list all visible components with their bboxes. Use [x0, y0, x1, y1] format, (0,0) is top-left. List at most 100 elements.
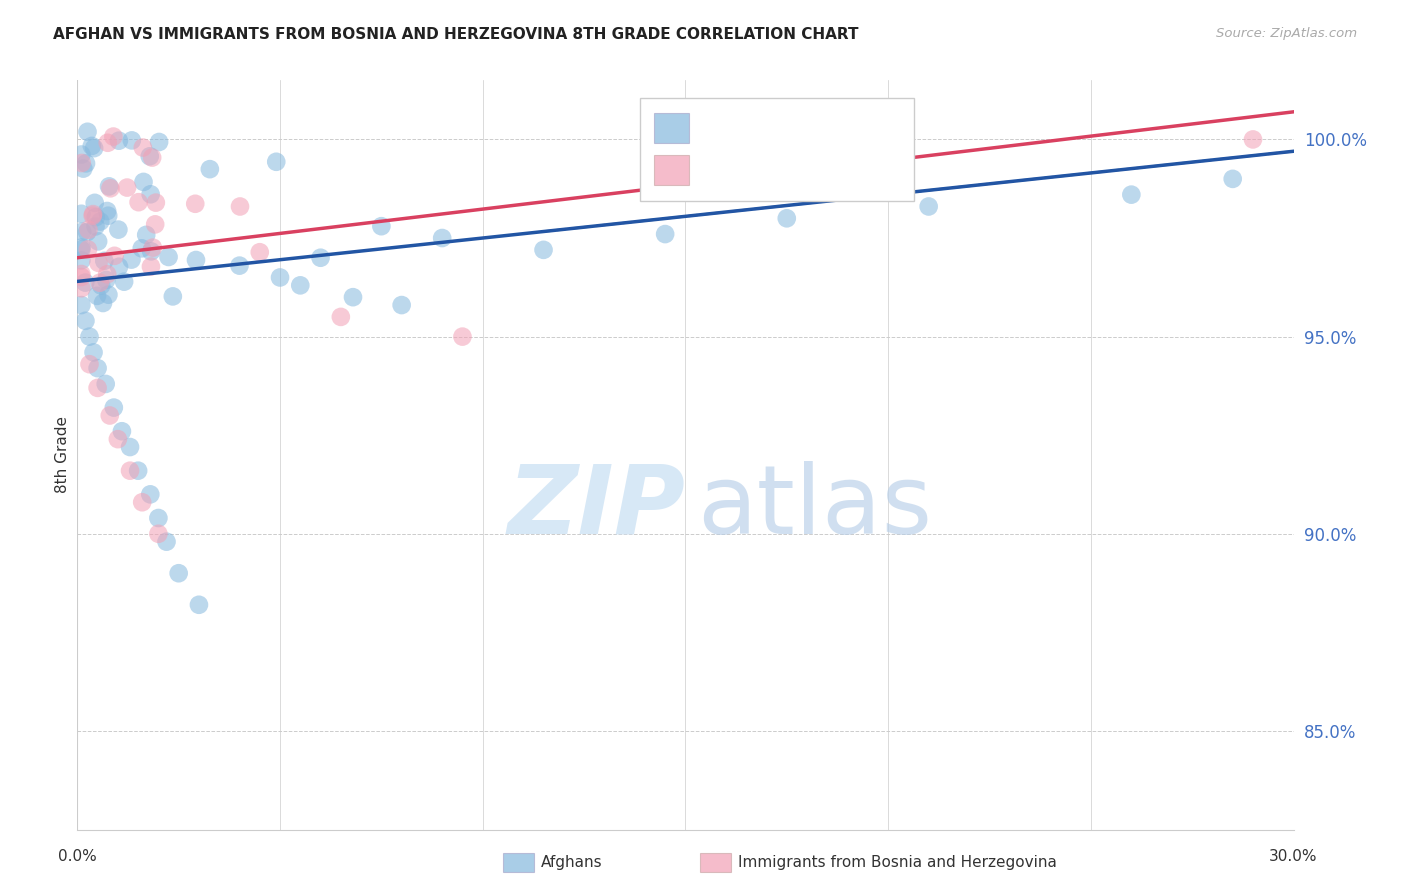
Point — [83, 141, 105, 155]
Point — [103, 401, 125, 415]
Point — [77, 223, 100, 237]
Text: R = 0.358   N = 39: R = 0.358 N = 39 — [696, 161, 853, 178]
Point — [139, 487, 162, 501]
Point — [139, 187, 162, 202]
Point — [87, 256, 110, 270]
Point — [228, 259, 250, 273]
Point — [93, 253, 115, 268]
Point — [72, 161, 94, 176]
Point — [309, 251, 332, 265]
Point — [342, 290, 364, 304]
Point — [139, 260, 162, 274]
Point — [91, 296, 114, 310]
Point — [162, 289, 184, 303]
Point — [329, 310, 352, 324]
Point — [141, 151, 163, 165]
Point — [70, 253, 93, 268]
Point — [94, 376, 117, 391]
Point — [96, 273, 118, 287]
Text: Immigrants from Bosnia and Herzegovina: Immigrants from Bosnia and Herzegovina — [738, 855, 1057, 870]
Point — [132, 175, 155, 189]
Point — [1222, 172, 1244, 186]
Point — [269, 270, 291, 285]
Point — [430, 231, 453, 245]
Text: ZIP: ZIP — [508, 461, 686, 554]
Point — [70, 156, 93, 170]
Point — [76, 125, 98, 139]
Point — [70, 267, 93, 281]
Point — [100, 181, 122, 195]
Point — [75, 156, 97, 170]
Point — [70, 243, 93, 257]
Point — [533, 243, 555, 257]
Point — [451, 329, 474, 343]
Point — [97, 136, 120, 150]
Point — [76, 225, 98, 239]
Point — [118, 440, 141, 454]
Point — [118, 464, 141, 478]
Point — [131, 495, 153, 509]
Point — [142, 241, 165, 255]
Point — [148, 511, 170, 525]
Point — [75, 314, 97, 328]
Point — [370, 219, 392, 234]
Point — [77, 243, 100, 257]
Point — [82, 207, 104, 221]
Point — [145, 195, 167, 210]
Point — [184, 196, 207, 211]
Point — [1241, 132, 1264, 146]
Text: R =  0.176   N = 74: R = 0.176 N = 74 — [696, 119, 858, 136]
Point — [86, 361, 108, 376]
Point — [108, 260, 131, 274]
Text: AFGHAN VS IMMIGRANTS FROM BOSNIA AND HERZEGOVINA 8TH GRADE CORRELATION CHART: AFGHAN VS IMMIGRANTS FROM BOSNIA AND HER… — [53, 27, 859, 42]
Point — [115, 180, 138, 194]
Text: Afghans: Afghans — [541, 855, 603, 870]
Point — [86, 289, 108, 303]
Point — [70, 270, 93, 285]
Point — [290, 278, 312, 293]
Point — [148, 135, 170, 149]
Point — [84, 219, 107, 234]
Y-axis label: 8th Grade: 8th Grade — [55, 417, 70, 493]
Point — [128, 195, 150, 210]
Text: 30.0%: 30.0% — [1270, 849, 1317, 864]
Point — [135, 227, 157, 242]
Point — [90, 278, 112, 293]
Point — [108, 134, 131, 148]
Point — [198, 162, 221, 177]
Point — [98, 179, 121, 194]
Point — [249, 245, 271, 260]
Point — [70, 207, 93, 221]
Point — [121, 252, 143, 267]
Point — [70, 281, 93, 295]
Point — [132, 140, 155, 154]
Point — [70, 147, 93, 161]
Point — [103, 129, 125, 144]
Point — [89, 276, 111, 290]
Point — [79, 357, 101, 371]
Text: Source: ZipAtlas.com: Source: ZipAtlas.com — [1216, 27, 1357, 40]
Point — [97, 209, 120, 223]
Point — [918, 199, 941, 213]
Point — [96, 267, 118, 281]
Point — [98, 409, 121, 423]
Point — [121, 133, 143, 147]
Point — [391, 298, 413, 312]
Point — [148, 526, 170, 541]
Point — [87, 235, 110, 249]
Point — [83, 195, 105, 210]
Point — [80, 139, 103, 153]
Point — [654, 227, 676, 241]
Point — [131, 241, 153, 255]
Point — [188, 598, 211, 612]
Point — [97, 287, 120, 301]
Point — [96, 204, 118, 219]
Point — [79, 329, 101, 343]
Point — [141, 244, 163, 259]
Point — [107, 432, 129, 446]
Point — [111, 424, 134, 438]
Text: atlas: atlas — [697, 461, 932, 554]
Point — [103, 249, 125, 263]
Point — [112, 275, 135, 289]
Point — [127, 464, 149, 478]
